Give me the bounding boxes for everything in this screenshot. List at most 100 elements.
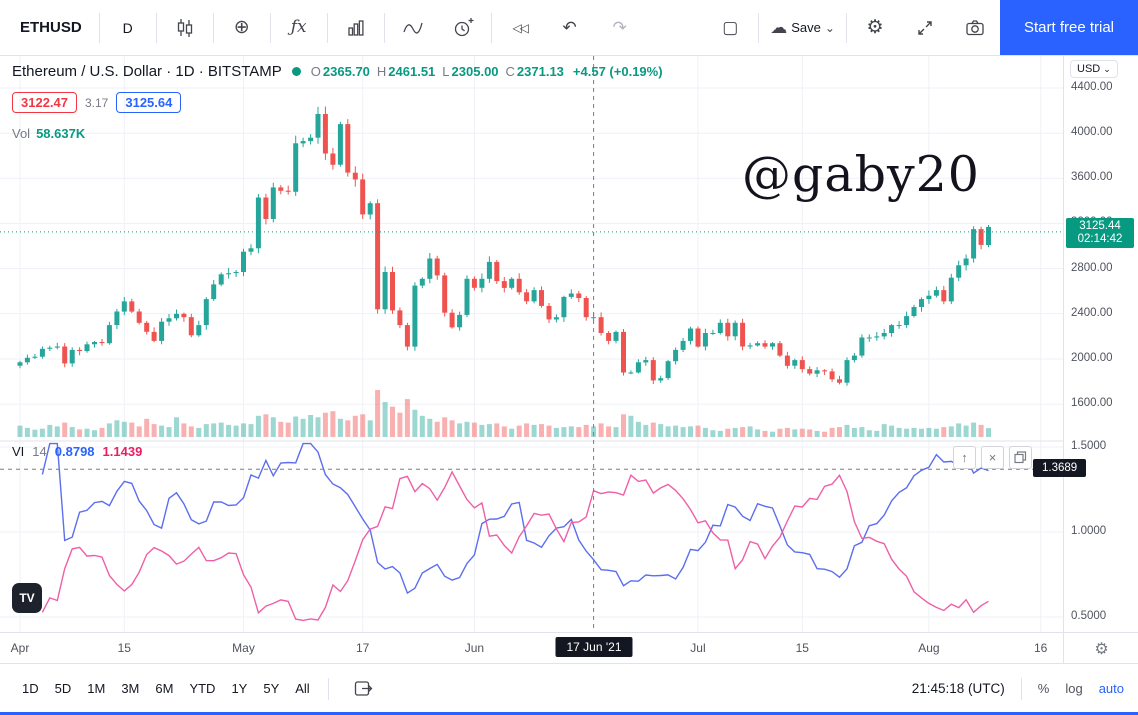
volume-label: Vol <box>12 126 31 141</box>
range-1y-button[interactable]: 1Y <box>231 681 248 696</box>
vi-tick-label: 1.0000 <box>1071 525 1107 537</box>
indicator-templates-button[interactable] <box>331 9 381 47</box>
market-status-dot[interactable] <box>291 67 301 76</box>
interval-button[interactable]: D <box>122 19 133 36</box>
ideas-button[interactable] <box>388 9 438 47</box>
countdown-timer: 02:14:42 <box>1077 232 1123 245</box>
log-scale-button[interactable]: log <box>1065 681 1083 696</box>
buy-price-button[interactable]: 3125.64 <box>116 92 182 113</box>
toolbar-separator <box>326 12 328 43</box>
snapshot-button[interactable] <box>950 9 1000 47</box>
time-tick-label: Aug <box>918 641 940 655</box>
fullscreen-button[interactable] <box>900 9 950 47</box>
settings-button[interactable]: ⚙ <box>850 9 900 47</box>
price-tick-label: 2800.00 <box>1071 261 1113 274</box>
bar-replay-button[interactable]: ◁◁ <box>495 9 545 47</box>
arrow-up-icon: ↑ <box>961 450 968 465</box>
range-5d-button[interactable]: 5D <box>54 681 72 696</box>
clock-utc[interactable]: 21:45:18 (UTC) <box>911 681 1005 696</box>
toolbar-separator <box>758 12 760 43</box>
time-tick-label: 17 <box>356 641 370 655</box>
volume-value: 58.637K <box>36 126 86 141</box>
toolbar-separator <box>98 12 100 43</box>
tradingview-logo[interactable]: TV <box>12 583 42 613</box>
compare-button[interactable]: ⊕ <box>217 9 267 47</box>
undo-icon: ↶ <box>562 18 577 37</box>
chart-canvas[interactable] <box>0 56 1063 632</box>
chart-style-button[interactable] <box>160 9 210 47</box>
time-tick-label: Jul <box>690 641 706 655</box>
last-price-badge: 3125.44 02:14:42 <box>1066 217 1134 248</box>
time-tick-label: 15 <box>795 641 809 655</box>
fullscreen-icon <box>918 20 932 35</box>
cloud-save-button[interactable]: ☁ Save ⌄ <box>762 9 843 47</box>
toolbar-separator <box>490 12 492 43</box>
close-pane-button[interactable]: × <box>981 446 1004 469</box>
percent-scale-button[interactable]: % <box>1037 681 1050 696</box>
goto-date-icon <box>355 681 373 696</box>
wave-pattern-icon <box>403 22 423 34</box>
candles-layer <box>17 106 991 386</box>
ohlc-low-value: 2305.00 <box>451 64 499 79</box>
range-1m-button[interactable]: 1M <box>87 681 106 696</box>
range-ytd-button[interactable]: YTD <box>189 681 216 696</box>
last-price-value: 3125.44 <box>1079 219 1121 232</box>
symbol-button[interactable]: ETHUSD <box>20 19 82 36</box>
window-edge-strip <box>0 712 1138 715</box>
gear-icon: ⚙ <box>1094 640 1109 658</box>
vi-name: VI <box>12 444 25 459</box>
time-tick-label: 15 <box>117 641 131 655</box>
range-3m-button[interactable]: 3M <box>121 681 140 696</box>
chart-title[interactable]: Ethereum / U.S. Dollar · 1D · BITSTAMP <box>12 63 282 80</box>
vi-tick-label: 0.5000 <box>1071 610 1107 622</box>
ohlc-high-value: 2461.51 <box>388 64 436 79</box>
start-free-trial-button[interactable]: Start free trial <box>999 0 1138 55</box>
candlestick-style-icon <box>177 18 192 37</box>
currency-selector[interactable]: USD ⌄ <box>1070 60 1118 78</box>
redo-button[interactable]: ↷ <box>595 9 645 47</box>
alert-clock-icon <box>454 17 474 36</box>
alert-button[interactable] <box>438 9 488 47</box>
chart-legend: Ethereum / U.S. Dollar · 1D · BITSTAMP O… <box>12 63 663 80</box>
ohlc-open-value: 2365.70 <box>322 64 370 79</box>
undo-button[interactable]: ↶ <box>545 9 595 47</box>
axis-settings-corner[interactable]: ⚙ <box>1063 632 1138 664</box>
maximize-pane-button[interactable] <box>1009 446 1032 469</box>
price-tick-label: 1600.00 <box>1071 397 1113 410</box>
toolbar-separator <box>155 12 157 43</box>
indicators-button[interactable]: ƒx <box>274 9 324 47</box>
range-6m-button[interactable]: 6M <box>155 681 174 696</box>
change-value: +4.57 (+0.19%) <box>572 64 663 79</box>
time-axis[interactable]: 17 Jun '21 Apr 15 May 17 Jun Jul 15 Aug 16 <box>0 632 1063 664</box>
fx-indicators-icon: ƒx <box>290 17 307 37</box>
user-watermark: @gaby20 <box>742 146 980 203</box>
vi-minus-value: 1.1439 <box>102 444 143 459</box>
price-axis[interactable]: USD ⌄ 4400.004000.003600.003200.002800.0… <box>1033 56 1138 632</box>
ohlc-close-label: C <box>505 64 515 79</box>
move-pane-up-button[interactable]: ↑ <box>953 446 976 469</box>
maximize-pane-icon <box>1014 451 1027 464</box>
auto-scale-button[interactable]: auto <box>1098 681 1124 696</box>
sell-price-button[interactable]: 3122.47 <box>12 92 77 113</box>
vi-minus-line <box>41 470 989 622</box>
goto-date-button[interactable] <box>339 674 389 704</box>
range-all-button[interactable]: All <box>295 681 310 696</box>
toolbar-separator <box>845 12 847 43</box>
time-tick-label: Jun <box>464 641 485 655</box>
gear-icon: ⚙ <box>866 17 884 38</box>
close-icon: × <box>988 450 997 465</box>
layout-button[interactable]: ▢ <box>705 9 755 47</box>
trade-widget: 3122.47 3.17 3125.64 <box>12 92 182 113</box>
date-range-buttons: 1D 5D 1M 3M 6M YTD 1Y 5Y All <box>14 676 318 701</box>
chevron-down-icon: ⌄ <box>824 20 835 35</box>
range-1d-button[interactable]: 1D <box>22 681 39 696</box>
toolbar-right-group: ▢ ☁ Save ⌄ ⚙ <box>705 0 1138 55</box>
time-tick-label: Apr <box>10 641 30 655</box>
replay-icon: ◁◁ <box>512 20 529 35</box>
range-5y-button[interactable]: 5Y <box>263 681 280 696</box>
ohlc-open-label: O <box>310 64 321 79</box>
top-toolbar: ETHUSD D ⊕ ƒx <box>0 0 1138 56</box>
vi-indicator-legend[interactable]: VI 14 0.8798 1.1439 <box>12 444 142 459</box>
cloud-icon: ☁ <box>770 18 788 37</box>
